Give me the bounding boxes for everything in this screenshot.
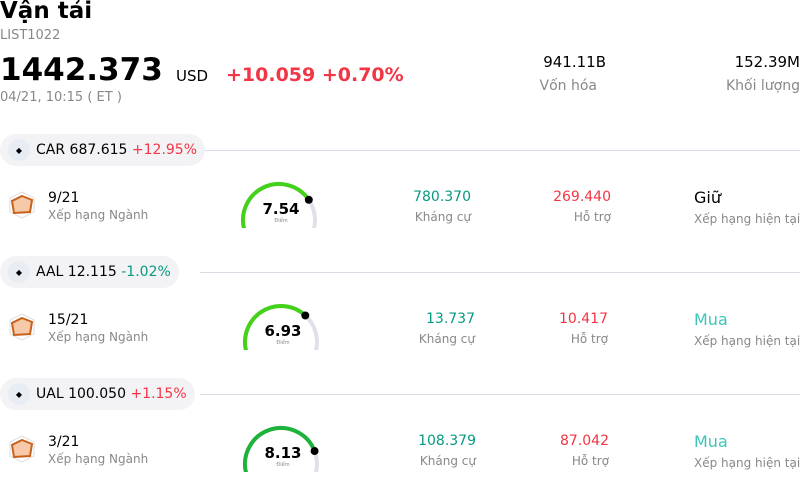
list-code: LIST1022 (0, 28, 61, 43)
gauge-fill (243, 304, 308, 350)
current-rating: Mua (694, 432, 728, 451)
gauge-marker (301, 311, 310, 320)
stock-change: +1.15% (130, 386, 187, 402)
industry-rank: 3/21 (48, 434, 80, 450)
stock-chip-aal[interactable]: ◆ AAL 12.115 -1.02% (0, 256, 179, 288)
radar-chart-icon (9, 191, 35, 219)
support-label: Hỗ trợ (573, 210, 611, 224)
score-value: 8.13 (264, 444, 302, 462)
industry-rank-label: Xếp hạng Ngành (48, 330, 149, 344)
current-rating: Giữ (694, 188, 721, 207)
currency: USD (176, 67, 209, 85)
radar-chart-icon (9, 313, 35, 341)
stock-change: -1.02% (121, 264, 171, 280)
stock-chip-car[interactable]: ◆ CAR 687.615 +12.95% (0, 134, 206, 166)
volume-value: 152.39M (734, 53, 800, 71)
volume-label: Khối lượng (725, 78, 800, 94)
radar-chart-icon (9, 435, 35, 463)
resistance-label: Kháng cự (418, 332, 475, 346)
stock-price: 12.115 (67, 264, 117, 280)
support-value: 269.440 (553, 189, 611, 205)
current-rating-label: Xếp hạng hiện tại (694, 212, 800, 226)
resistance-value: 13.737 (426, 311, 475, 327)
industry-rank: 9/21 (48, 190, 80, 206)
ticker: AAL (36, 264, 64, 280)
support-value: 87.042 (560, 433, 609, 449)
support-label: Hỗ trợ (570, 332, 608, 346)
stock-price: 100.050 (68, 386, 126, 402)
score-label: Điểm (274, 218, 288, 224)
score-value: 7.54 (262, 200, 300, 218)
industry-rank-label: Xếp hạng Ngành (48, 452, 149, 466)
gauge-marker (304, 195, 313, 204)
resistance-value: 108.379 (418, 433, 476, 449)
score-gauge (241, 182, 317, 228)
current-rating-label: Xếp hạng hiện tại (694, 334, 800, 348)
ticker: CAR (36, 142, 66, 158)
divider (200, 150, 800, 151)
current-rating-label: Xếp hạng hiện tại (694, 456, 800, 470)
score-gauge (243, 304, 319, 350)
current-rating: Mua (694, 310, 728, 329)
resistance-value: 780.370 (413, 189, 471, 205)
resistance-label: Kháng cự (414, 210, 471, 224)
resistance-label: Kháng cự (419, 454, 476, 468)
score-label: Điểm (276, 340, 290, 346)
index-price: 1442.373 (0, 52, 163, 88)
market-cap-label: Vốn hóa (539, 78, 597, 94)
gauge-marker (310, 447, 319, 456)
timestamp: 04/21, 10:15 ( ET ) (0, 90, 122, 105)
divider (200, 272, 800, 273)
stock-price: 687.615 (69, 142, 128, 158)
score-label: Điểm (276, 462, 290, 468)
divider (200, 394, 800, 395)
company-logo-icon: ◆ (8, 383, 30, 405)
score-value: 6.93 (264, 322, 302, 340)
company-logo-icon: ◆ (8, 261, 30, 283)
industry-rank-label: Xếp hạng Ngành (48, 208, 149, 222)
ticker: UAL (36, 386, 64, 402)
gauge-fill (241, 182, 311, 228)
gauge-fill (243, 426, 317, 472)
industry-rank: 15/21 (48, 312, 89, 328)
support-value: 10.417 (559, 311, 608, 327)
score-gauge (243, 426, 319, 472)
page-title: Vận tải (0, 0, 93, 24)
company-logo-icon: ◆ (8, 139, 30, 161)
stock-chip-ual[interactable]: ◆ UAL 100.050 +1.15% (0, 378, 195, 410)
index-change: +10.059 +0.70% (226, 64, 404, 86)
support-label: Hỗ trợ (571, 454, 609, 468)
market-cap-value: 941.11B (543, 53, 606, 71)
stock-change: +12.95% (131, 142, 198, 158)
